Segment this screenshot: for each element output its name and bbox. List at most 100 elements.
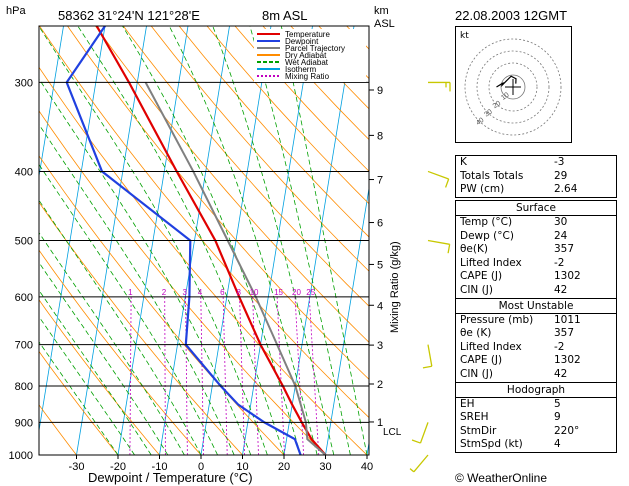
km-tick-label: 4	[377, 300, 383, 312]
mu-row: Lifted Index -2	[460, 340, 565, 353]
dry-adiabat-line	[95, 26, 369, 343]
mixing-ratio-label: 25	[306, 288, 315, 297]
temp-tick-label: 40	[361, 461, 373, 473]
hodograph-ring	[464, 38, 562, 136]
hodograph-trace	[496, 75, 517, 88]
wind-barb	[422, 344, 433, 369]
wet-adiabat-line	[212, 26, 335, 455]
pressure-tick-label: 300	[15, 77, 33, 89]
hodo-row: EH 5	[460, 397, 561, 410]
dry-adiabat-line	[122, 26, 369, 307]
mixing-ratio-label: 4	[198, 288, 203, 297]
mixing-ratio-line	[239, 296, 246, 455]
dry-adiabat-line	[39, 155, 285, 455]
hodograph-ring-label: 40	[475, 117, 485, 127]
hodograph-ring	[476, 50, 550, 124]
wind-barb	[427, 239, 451, 254]
surface-row: Temp (°C) 30	[460, 216, 568, 228]
index-row-pw: PW (cm) 2.64	[460, 183, 578, 196]
hodograph-unit: kt	[460, 31, 469, 41]
wet-adiabat-line	[39, 261, 169, 455]
wet-adiabat-line	[39, 199, 202, 455]
km-tick-label: 1	[377, 417, 383, 429]
surface-row: Dewp (°C) 24	[460, 229, 568, 242]
pressure-tick-label: 500	[15, 236, 33, 248]
dry-adiabat-line	[39, 299, 160, 455]
dry-adiabat-line	[39, 404, 77, 455]
wet-adiabat-line	[39, 232, 185, 455]
pressure-tick-label: 400	[15, 166, 33, 178]
hodo-row: SREH 9	[460, 411, 561, 424]
dry-adiabat-line	[39, 66, 368, 455]
legend-label: Parcel Trajectory	[285, 44, 345, 53]
asl-label: ASL	[374, 18, 395, 30]
km-tick-label: 6	[377, 218, 383, 230]
surface-title: Surface	[456, 201, 616, 216]
wet-adiabat-line	[122, 26, 301, 455]
dry-adiabat-line	[39, 26, 369, 419]
elevation-label: 8m ASL	[262, 8, 308, 23]
mixing-ratio-label: 10	[250, 288, 259, 297]
km-tick-label: 3	[377, 340, 383, 352]
wet-adiabat-line	[168, 26, 318, 455]
temp-tick-label: -10	[152, 461, 168, 473]
dry-adiabat-line	[67, 26, 369, 380]
mixing-ratio-label: 3	[183, 288, 188, 297]
legend-label: Mixing Ratio	[285, 72, 330, 81]
legend-label: Isotherm	[285, 65, 316, 74]
wind-barb	[411, 422, 429, 444]
dry-adiabat-line	[234, 26, 369, 172]
datetime-label: 22.08.2003 12GMT	[455, 8, 567, 23]
lcl-label: LCL	[383, 427, 402, 438]
p-unit-label: hPa	[6, 5, 26, 17]
copyright-label: © WeatherOnline	[455, 471, 547, 485]
most-unstable-title: Most Unstable	[456, 297, 616, 314]
km-label: km	[374, 5, 389, 17]
x-axis-label: Dewpoint / Temperature (°C)	[88, 470, 253, 485]
pressure-tick-label: 600	[15, 292, 33, 304]
wet-adiabat-line	[39, 123, 235, 455]
mixing-ratio-label: 8	[237, 288, 242, 297]
temp-tick-label: -30	[69, 461, 85, 473]
mixing-ratio-label: 2	[162, 288, 167, 297]
legend-label: Temperature	[285, 30, 330, 39]
pressure-tick-label: 800	[15, 381, 33, 393]
dry-adiabat-line	[206, 26, 369, 205]
mu-row: CAPE (J) 1302	[460, 354, 581, 367]
temp-tick-label: 20	[278, 461, 290, 473]
pressure-tick-label: 1000	[9, 450, 33, 462]
surface-row: Lifted Index -2	[460, 256, 565, 269]
mixing-ratio-label: 6	[220, 288, 225, 297]
legend-label: Dewpoint	[285, 37, 319, 46]
temp-tick-label: 10	[236, 461, 248, 473]
mixing-ratio-label: 20	[292, 288, 301, 297]
hodograph-ring-label: 10	[500, 92, 510, 102]
surface-table: Surface Temp (°C) 30 Dewp (°C) 24 θe(K) 357…	[455, 200, 617, 453]
wet-adiabat-line	[77, 26, 285, 455]
parcel-line	[144, 81, 327, 455]
hodograph-title: Hodograph	[456, 381, 616, 398]
mixing-ratio-label: 1	[128, 288, 133, 297]
wind-barb	[428, 81, 451, 92]
mixing-ratio-label: 15	[274, 288, 283, 297]
pressure-tick-label: 700	[15, 340, 33, 352]
wet-adiabat-line	[39, 316, 135, 455]
km-tick-label: 5	[377, 259, 383, 271]
dry-adiabat-line	[39, 201, 243, 455]
temp-tick-label: -20	[110, 461, 126, 473]
mixing-ratio-axis-label: Mixing Ratio (g/kg)	[389, 241, 401, 333]
mu-row: CIN (J) 42	[460, 367, 568, 380]
wet-adiabat-line	[39, 78, 252, 455]
hodograph-ring	[500, 74, 526, 100]
km-tick-label: 9	[377, 85, 383, 97]
km-tick-label: 2	[377, 379, 383, 391]
dry-adiabat-line	[39, 110, 326, 455]
wet-adiabat-line	[39, 341, 119, 455]
isotherm-line	[39, 26, 64, 179]
mixing-ratio-line	[164, 296, 166, 455]
wind-barb	[409, 454, 429, 473]
surface-row: CIN (J) 42	[460, 283, 568, 296]
legend-label: Wet Adiabat	[285, 58, 329, 67]
